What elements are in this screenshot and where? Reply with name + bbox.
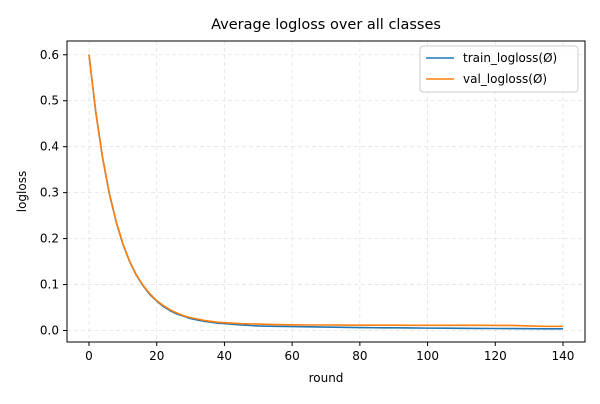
x-tick-label: 0 [85, 349, 93, 363]
legend-label-val: val_logloss(Ø) [463, 72, 547, 86]
chart-title: Average logloss over all classes [211, 17, 441, 33]
y-tick-label: 0.1 [40, 278, 59, 292]
legend-label-train: train_logloss(Ø) [463, 51, 557, 65]
x-tick-label: 20 [149, 349, 164, 363]
series-layer [88, 54, 563, 330]
y-tick-label: 0.3 [40, 186, 59, 200]
legend-box [419, 45, 579, 93]
y-tick-label: 0.5 [40, 94, 59, 108]
plot-frame [66, 40, 586, 343]
y-axis-title: logloss [15, 171, 29, 212]
y-tick-label: 0.2 [40, 232, 59, 246]
grid-layer [67, 41, 585, 342]
y-tick-label: 0.0 [40, 324, 59, 338]
x-tick-label: 80 [352, 349, 367, 363]
x-tick-label: 120 [484, 349, 507, 363]
legend: train_logloss(Ø) val_logloss(Ø) [419, 45, 579, 93]
x-tick-label: 60 [285, 349, 300, 363]
x-axis-title: round [309, 371, 344, 385]
x-tick-label: 100 [416, 349, 439, 363]
series-line-val [88, 54, 563, 328]
tick-layer: 0 20 40 60 80 100 120 140 0.0 0.1 0.2 0.3 0.4 0.5 0.6 [40, 48, 575, 363]
x-tick-label: 40 [217, 349, 232, 363]
y-tick-label: 0.4 [40, 140, 59, 154]
x-tick-label: 140 [552, 349, 575, 363]
y-tick-label: 0.6 [40, 48, 59, 62]
